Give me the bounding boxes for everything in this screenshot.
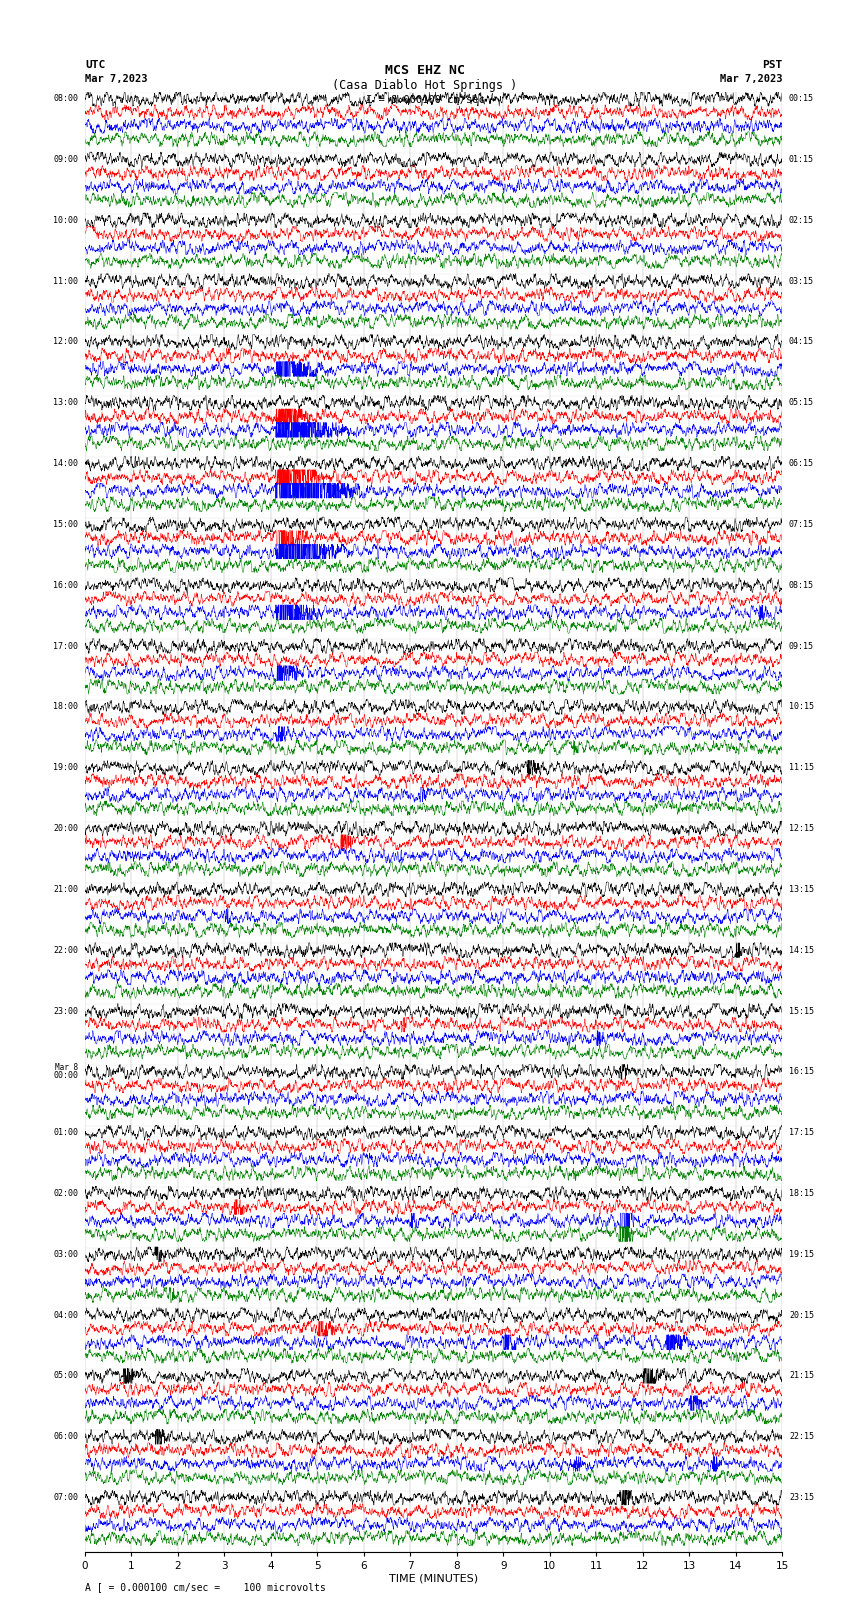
Text: PST: PST bbox=[762, 60, 782, 69]
Text: 13:15: 13:15 bbox=[789, 886, 814, 894]
Text: 02:00: 02:00 bbox=[53, 1189, 78, 1198]
Text: 00:00: 00:00 bbox=[53, 1071, 78, 1081]
Text: UTC: UTC bbox=[85, 60, 105, 69]
Text: 07:00: 07:00 bbox=[53, 1494, 78, 1502]
Text: 04:15: 04:15 bbox=[789, 337, 814, 347]
Text: 16:15: 16:15 bbox=[789, 1068, 814, 1076]
Text: 11:00: 11:00 bbox=[53, 277, 78, 286]
Text: 07:15: 07:15 bbox=[789, 519, 814, 529]
Text: 15:00: 15:00 bbox=[53, 519, 78, 529]
Text: A [ = 0.000100 cm/sec =    100 microvolts: A [ = 0.000100 cm/sec = 100 microvolts bbox=[85, 1582, 326, 1592]
Text: 02:15: 02:15 bbox=[789, 216, 814, 224]
Text: 17:15: 17:15 bbox=[789, 1127, 814, 1137]
Text: 05:00: 05:00 bbox=[53, 1371, 78, 1381]
Text: 11:15: 11:15 bbox=[789, 763, 814, 773]
Text: 10:00: 10:00 bbox=[53, 216, 78, 224]
Text: 03:15: 03:15 bbox=[789, 277, 814, 286]
Text: 10:15: 10:15 bbox=[789, 702, 814, 711]
Text: 21:00: 21:00 bbox=[53, 886, 78, 894]
Text: 06:15: 06:15 bbox=[789, 460, 814, 468]
Text: Mar 7,2023: Mar 7,2023 bbox=[85, 74, 148, 84]
Text: 22:00: 22:00 bbox=[53, 945, 78, 955]
Text: 01:00: 01:00 bbox=[53, 1127, 78, 1137]
Text: 18:15: 18:15 bbox=[789, 1189, 814, 1198]
Text: 22:15: 22:15 bbox=[789, 1432, 814, 1442]
Text: 18:00: 18:00 bbox=[53, 702, 78, 711]
Text: 20:00: 20:00 bbox=[53, 824, 78, 832]
Text: 12:15: 12:15 bbox=[789, 824, 814, 832]
Text: Mar 7,2023: Mar 7,2023 bbox=[719, 74, 782, 84]
Text: MCS EHZ NC: MCS EHZ NC bbox=[385, 65, 465, 77]
Text: 13:00: 13:00 bbox=[53, 398, 78, 408]
Text: 08:00: 08:00 bbox=[53, 94, 78, 103]
Text: 20:15: 20:15 bbox=[789, 1311, 814, 1319]
Text: 23:00: 23:00 bbox=[53, 1007, 78, 1016]
Text: 04:00: 04:00 bbox=[53, 1311, 78, 1319]
Text: 08:15: 08:15 bbox=[789, 581, 814, 590]
Text: 09:00: 09:00 bbox=[53, 155, 78, 165]
Text: 19:15: 19:15 bbox=[789, 1250, 814, 1258]
Text: 15:15: 15:15 bbox=[789, 1007, 814, 1016]
Text: 12:00: 12:00 bbox=[53, 337, 78, 347]
Text: 17:00: 17:00 bbox=[53, 642, 78, 650]
Text: 23:15: 23:15 bbox=[789, 1494, 814, 1502]
Text: 21:15: 21:15 bbox=[789, 1371, 814, 1381]
Text: 19:00: 19:00 bbox=[53, 763, 78, 773]
Text: 06:00: 06:00 bbox=[53, 1432, 78, 1442]
Text: 14:00: 14:00 bbox=[53, 460, 78, 468]
Text: 16:00: 16:00 bbox=[53, 581, 78, 590]
Text: 09:15: 09:15 bbox=[789, 642, 814, 650]
Text: 00:15: 00:15 bbox=[789, 94, 814, 103]
Text: 14:15: 14:15 bbox=[789, 945, 814, 955]
Text: 03:00: 03:00 bbox=[53, 1250, 78, 1258]
X-axis label: TIME (MINUTES): TIME (MINUTES) bbox=[389, 1574, 478, 1584]
Text: 01:15: 01:15 bbox=[789, 155, 814, 165]
Text: 05:15: 05:15 bbox=[789, 398, 814, 408]
Text: (Casa Diablo Hot Springs ): (Casa Diablo Hot Springs ) bbox=[332, 79, 518, 92]
Text: I = 0.000100 cm/sec: I = 0.000100 cm/sec bbox=[366, 95, 484, 105]
Text: Mar 8: Mar 8 bbox=[55, 1063, 78, 1073]
